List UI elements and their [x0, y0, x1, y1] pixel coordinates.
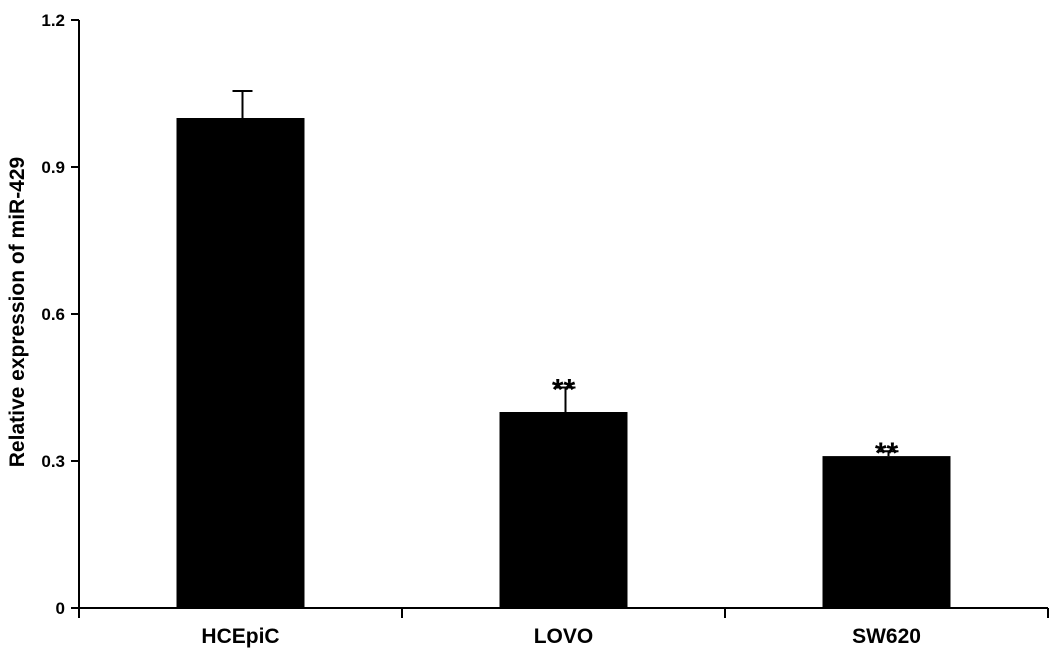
significance-label: **: [552, 374, 576, 407]
plot-area: 0 0.3 0.6 0.9 1.2 HCEpiC LOVO ** SW620 **: [41, 11, 1049, 648]
y-axis-label: Relative expression of miR-429: [6, 157, 29, 467]
y-tick-label: 0.6: [41, 305, 65, 324]
y-tick-label: 0.3: [41, 452, 65, 471]
y-tick-label: 1.2: [41, 11, 65, 30]
y-tick-label: 0: [56, 599, 65, 618]
bar: [176, 118, 305, 608]
y-tick-label: 0.9: [41, 158, 65, 177]
x-tick-label: SW620: [852, 625, 921, 648]
significance-label: **: [875, 437, 899, 470]
bar: [822, 456, 951, 608]
x-tick-label: HCEpiC: [201, 625, 279, 648]
x-tick-label: LOVO: [534, 625, 594, 648]
bar: [499, 412, 628, 608]
